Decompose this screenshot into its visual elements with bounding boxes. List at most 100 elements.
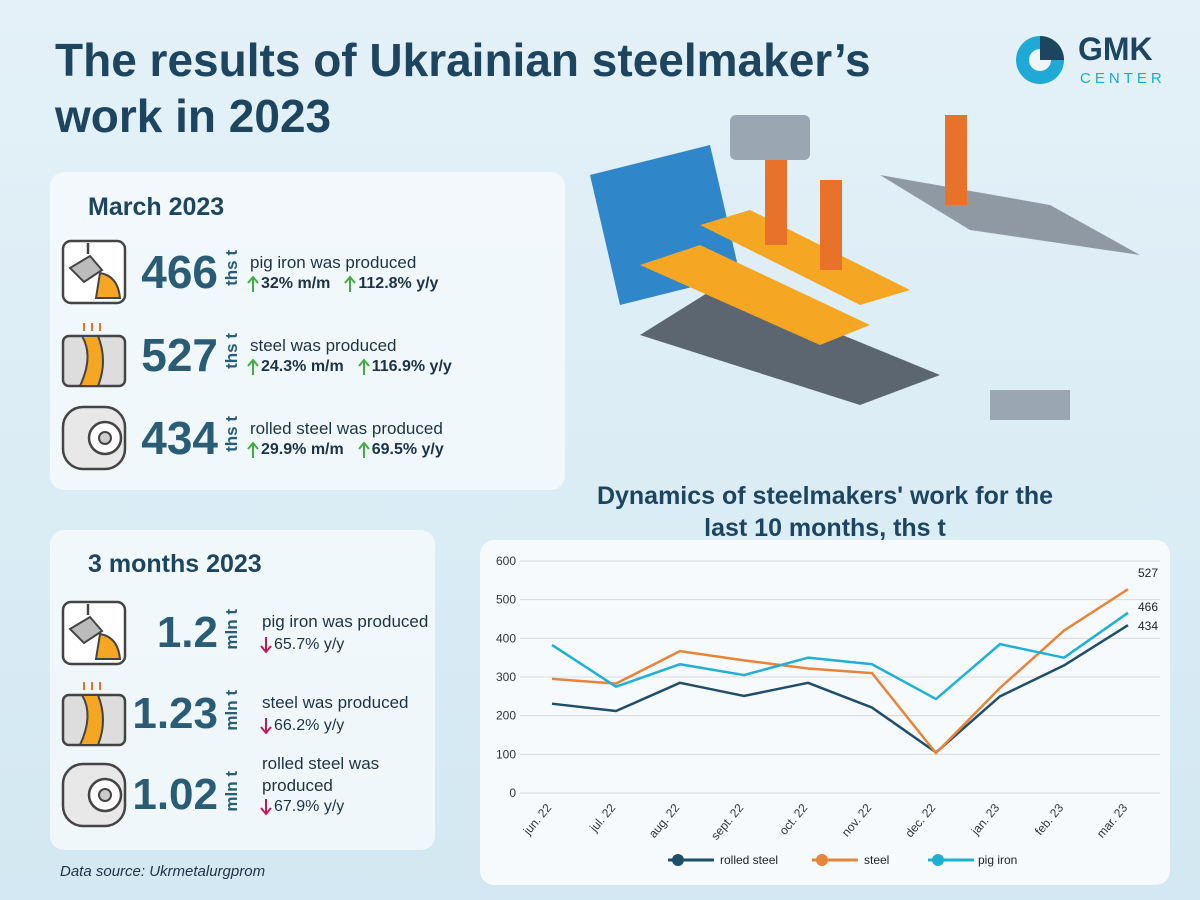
down-arrow (260, 718, 272, 735)
mm-change: 24.3% m/m (261, 358, 344, 375)
mm-change: 32% m/m (261, 275, 331, 292)
icon (60, 680, 128, 748)
icon-shape (61, 682, 127, 747)
stat-label: pig iron was produced (250, 253, 417, 272)
x-tick-label: jun. 22 (520, 801, 555, 839)
stat-label: rolled steel was produced (250, 419, 443, 438)
stat-label: rolled steel was produced (262, 754, 380, 795)
up-arrow (247, 441, 259, 458)
ingots (990, 390, 1070, 420)
steel-bar (700, 210, 910, 305)
yy-change: 65.7% y/y (274, 636, 345, 653)
x-tick-label: sept. 22 (708, 801, 746, 843)
change-row: 32% m/m 112.8% y/y (247, 275, 438, 293)
stat-label: pig iron was produced (262, 612, 429, 631)
y-tick-label: 100 (496, 747, 516, 761)
logo-mark (1040, 36, 1064, 60)
yy-change: 69.5% y/y (371, 441, 444, 458)
logo: GMK CENTER (1016, 31, 1166, 87)
up-arrow (247, 275, 259, 292)
illustration (590, 115, 1140, 420)
logo-name: GMK (1078, 31, 1153, 67)
x-tick-label: aug. 22 (646, 801, 683, 841)
coil (730, 115, 810, 160)
stat-unit: ths t (222, 416, 241, 452)
series-line (551, 588, 1129, 755)
icon-shape (61, 323, 127, 388)
stat-value: 466 (141, 246, 218, 298)
data-label: 434 (1138, 619, 1158, 633)
y-tick-label: 200 (496, 709, 516, 723)
series-line (551, 624, 1129, 754)
stat-unit: ths t (222, 333, 241, 369)
stat-unit: mln t (222, 771, 241, 812)
worker (765, 160, 787, 245)
y-tick-label: 300 (496, 670, 516, 684)
icon-shape (61, 239, 127, 305)
x-tick-label: mar. 23 (1094, 801, 1131, 841)
legend-label: steel (864, 853, 889, 867)
icon-shape (61, 405, 127, 471)
up-arrow (247, 358, 259, 375)
x-tick-label: jul. 22 (586, 801, 618, 836)
down-arrow (260, 799, 272, 816)
up-arrow (357, 358, 370, 375)
series-line (551, 611, 1129, 701)
yy-change: 66.2% y/y (274, 717, 345, 734)
stat-value: 434 (141, 412, 218, 464)
stat-value: 1.02 (132, 770, 218, 819)
logo-sub: CENTER (1080, 70, 1166, 87)
conveyor (640, 285, 940, 405)
stat-label: steel was produced (250, 336, 397, 355)
icon-shape (61, 600, 127, 666)
x-tick-label: oct. 22 (776, 801, 810, 838)
change-row: 66.2% y/y (260, 717, 344, 735)
stat-unit: mln t (222, 690, 241, 731)
section-heading: 3 months 2023 (88, 550, 262, 578)
up-arrow (357, 441, 370, 458)
chart-title: Dynamics of steelmakers' work for the la… (596, 482, 1054, 542)
icon-shape (61, 762, 127, 828)
y-tick-label: 0 (509, 786, 516, 800)
yy-change: 67.9% y/y (274, 798, 345, 815)
x-tick-label: nov. 22 (839, 801, 875, 840)
yy-change: 112.8% y/y (358, 275, 439, 292)
icon (60, 761, 128, 829)
icon (60, 599, 128, 667)
legend-swatch (816, 854, 828, 866)
stat-unit: mln t (222, 609, 241, 650)
y-tick-label: 400 (496, 631, 516, 645)
stat-label: steel was produced (262, 693, 409, 712)
down-arrow (260, 637, 272, 654)
icon (60, 321, 128, 389)
y-tick-label: 500 (496, 593, 516, 607)
x-tick-label: dec. 22 (902, 801, 938, 840)
change-row: 67.9% y/y (260, 798, 344, 816)
legend-label: rolled steel (720, 853, 778, 867)
source: Data source: Ukrmetalurgprom (60, 863, 266, 880)
stat-value: 1.23 (132, 689, 218, 738)
data-label: 466 (1138, 600, 1158, 614)
icon (60, 238, 128, 306)
stat-unit: ths t (222, 250, 241, 286)
icon (60, 404, 128, 472)
worker (820, 180, 842, 270)
stat-value: 1.2 (156, 608, 218, 657)
x-tick-label: jan. 23 (968, 801, 1003, 839)
legend-swatch (672, 854, 684, 866)
march-card (50, 172, 565, 490)
data-label: 527 (1138, 566, 1158, 580)
yy-change: 116.9% y/y (371, 358, 452, 375)
worker (945, 115, 967, 205)
mm-change: 29.9% m/m (261, 441, 344, 458)
legend-swatch (932, 854, 944, 866)
change-row: 29.9% m/m 69.5% y/y (247, 441, 444, 459)
x-tick-label: feb. 23 (1032, 801, 1067, 838)
steel-bar (640, 245, 870, 345)
legend-label: pig iron (978, 853, 1017, 867)
up-arrow (344, 275, 357, 292)
y-tick-label: 600 (496, 554, 516, 568)
page-title: The results of Ukrainian steelmaker’s wo… (55, 34, 871, 142)
